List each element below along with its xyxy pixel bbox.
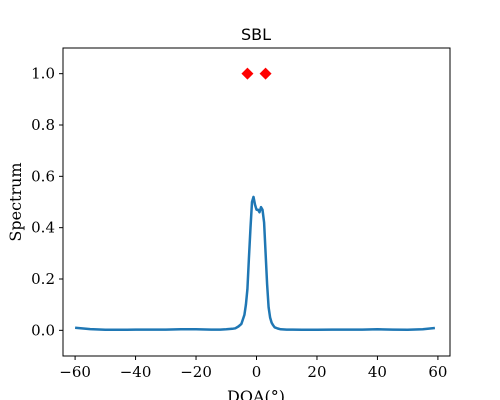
plot-frame	[62, 47, 451, 357]
x-tick-label: −40	[120, 363, 152, 381]
x-tick-label: −60	[59, 363, 91, 381]
x-tick-label: −20	[180, 363, 212, 381]
true-doa-marker	[241, 67, 254, 80]
y-axis-label: Spectrum	[6, 162, 25, 241]
y-tick-label: 0.0	[31, 321, 55, 339]
y-tick-label: 0.2	[31, 270, 55, 288]
y-tick-label: 0.8	[31, 116, 55, 134]
y-tick-label: 0.4	[31, 219, 55, 237]
chart-title: SBL	[241, 25, 271, 44]
y-tick-label: 1.0	[31, 65, 55, 83]
true-doa-marker	[259, 67, 272, 80]
x-tick-label: 0	[252, 363, 262, 381]
x-tick-label: 40	[368, 363, 387, 381]
x-axis-label: DOA(°)	[227, 387, 285, 400]
x-tick-label: 60	[428, 363, 447, 381]
x-tick-label: 20	[307, 363, 326, 381]
spectrum-line	[74, 195, 436, 332]
y-tick-label: 0.6	[31, 167, 55, 185]
